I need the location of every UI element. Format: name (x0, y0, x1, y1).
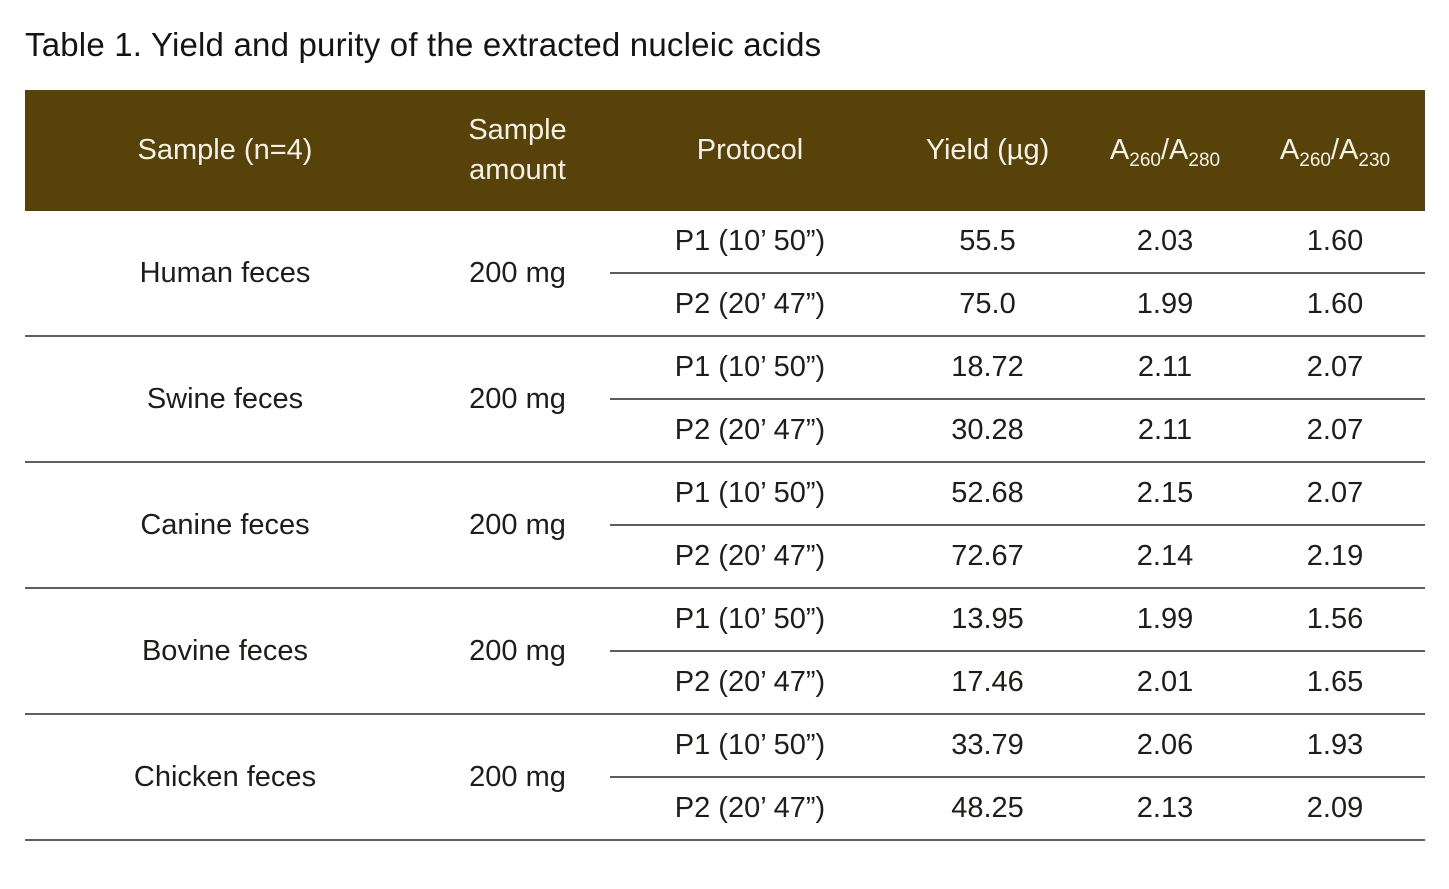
amount-cell: 200 mg (425, 335, 610, 462)
yield-cell: 72.67 (890, 524, 1085, 588)
a260-a280-cell: 2.14 (1085, 524, 1245, 588)
yield-cell: 30.28 (890, 398, 1085, 462)
amount-cell: 200 mg (425, 461, 610, 588)
protocol-cell: P1 (10’ 50”) (610, 461, 890, 525)
a260-a280-cell: 2.13 (1085, 776, 1245, 840)
table-row: P2 (20’ 47”) 48.25 2.13 2.09 (25, 776, 1425, 840)
protocol-cell: P2 (20’ 47”) (610, 650, 890, 714)
a260-a280-cell: 2.11 (1085, 335, 1245, 399)
sample-cell: Chicken feces (25, 713, 425, 840)
protocol-cell: P1 (10’ 50”) (610, 713, 890, 777)
a260-a280-cell: 2.01 (1085, 650, 1245, 714)
protocol-cell: P1 (10’ 50”) (610, 335, 890, 399)
ratio-base: /A (1160, 133, 1189, 166)
ratio-base: A (1109, 133, 1130, 166)
a260-a280-cell: 2.03 (1136, 225, 1194, 257)
a260-a280-cell: 1.99 (1085, 272, 1245, 336)
yield-cell: 55.5 (959, 225, 1016, 257)
a260-a230-cell: 2.09 (1245, 776, 1425, 840)
table-row: Chicken feces 200 mg P1 (10’ 50”) 33.79 … (25, 713, 1425, 840)
a260-a230-cell: 2.07 (1245, 398, 1425, 462)
ratio-base: A (1279, 133, 1300, 166)
ratio-subscript: 260 (1129, 149, 1161, 171)
a260-a230-cell: 2.19 (1245, 524, 1425, 588)
table-row: Bovine feces 200 mg P1 (10’ 50”) 13.95 1… (25, 587, 1425, 714)
col-header-protocol: Protocol (610, 90, 890, 211)
table-row: Human feces 200 mg P1 (10’ 50”) 55.5 2.0… (25, 211, 1425, 289)
table-row: P2 (20’ 47”) 17.46 2.01 1.65 (25, 650, 1425, 714)
col-header-sample-amount: Sample amount (425, 90, 610, 211)
amount-cell: 200 mg (425, 587, 610, 714)
col-header-sample: Sample (n=4) (25, 90, 425, 211)
sample-cell: Bovine feces (25, 587, 425, 714)
table-row: P2 (20’ 47”) 75.0 1.99 1.60 (25, 272, 1425, 336)
yield-cell: 18.72 (890, 335, 1085, 399)
yield-purity-table: Sample (n=4) Sample amount Protocol Yiel… (25, 90, 1425, 841)
sample-cell: Human feces (139, 256, 311, 289)
ratio-subscript: 230 (1358, 149, 1391, 171)
a260-a230-cell: 2.07 (1245, 335, 1425, 399)
ratio-subscript: 280 (1188, 149, 1221, 171)
a260-a230-cell: 1.60 (1245, 272, 1425, 336)
table-row: Canine feces 200 mg P1 (10’ 50”) 52.68 2… (25, 461, 1425, 588)
yield-cell: 75.0 (890, 272, 1085, 336)
a260-a230-cell: 1.93 (1245, 713, 1425, 777)
table-row: P2 (20’ 47”) 30.28 2.11 2.07 (25, 398, 1425, 462)
protocol-cell: P1 (10’ 50”) (674, 225, 826, 257)
protocol-cell: P2 (20’ 47”) (610, 776, 890, 840)
a260-a230-cell: 1.60 (1306, 225, 1364, 257)
a260-a230-cell: 1.65 (1245, 650, 1425, 714)
protocol-cell: P2 (20’ 47”) (610, 524, 890, 588)
header-row: Sample (n=4) Sample amount Protocol Yiel… (25, 90, 1425, 211)
table-row: P2 (20’ 47”) 72.67 2.14 2.19 (25, 524, 1425, 588)
a260-a230-cell: 1.56 (1245, 587, 1425, 651)
amount-cell: 200 mg (425, 713, 610, 840)
a260-a280-cell: 2.11 (1085, 398, 1245, 462)
col-header-a260-a230: A260/A230 (1245, 90, 1425, 211)
sample-cell: Canine feces (25, 461, 425, 588)
table-title: Table 1. Yield and purity of the extract… (25, 26, 822, 63)
table-row: Swine feces 200 mg P1 (10’ 50”) 18.72 2.… (25, 335, 1425, 462)
ratio-base: /A (1330, 133, 1359, 166)
a260-a280-cell: 1.99 (1085, 587, 1245, 651)
yield-cell: 48.25 (890, 776, 1085, 840)
amount-cell: 200 mg (469, 256, 566, 289)
ratio-subscript: 260 (1299, 149, 1331, 171)
sample-cell: Swine feces (25, 335, 425, 462)
yield-cell: 13.95 (890, 587, 1085, 651)
protocol-cell: P2 (20’ 47”) (610, 272, 890, 336)
a260-a280-cell: 2.15 (1085, 461, 1245, 525)
a260-a280-cell: 2.06 (1085, 713, 1245, 777)
protocol-cell: P2 (20’ 47”) (610, 398, 890, 462)
yield-cell: 17.46 (890, 650, 1085, 714)
col-header-yield: Yield (µg) (890, 90, 1085, 211)
col-header-a260-a280: A260/A280 (1085, 90, 1245, 211)
a260-a230-cell: 2.07 (1245, 461, 1425, 525)
protocol-cell: P1 (10’ 50”) (610, 587, 890, 651)
yield-cell: 33.79 (890, 713, 1085, 777)
yield-cell: 52.68 (890, 461, 1085, 525)
